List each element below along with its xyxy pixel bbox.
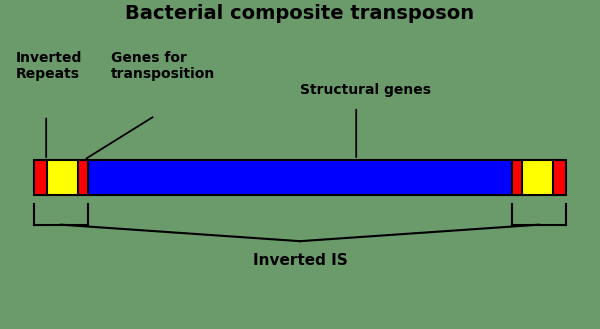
Text: Inverted
Repeats: Inverted Repeats [16,51,82,81]
Bar [88,160,512,195]
Bar [523,160,553,195]
Bar [34,160,566,195]
Bar [34,160,47,195]
Text: Structural genes: Structural genes [300,83,431,97]
Bar [47,160,77,195]
Bar [512,160,523,195]
Title: Bacterial composite transposon: Bacterial composite transposon [125,4,475,23]
Text: Genes for
transposition: Genes for transposition [110,51,215,81]
Bar [34,160,566,195]
Text: Inverted IS: Inverted IS [253,253,347,268]
Bar [553,160,566,195]
Bar [77,160,88,195]
